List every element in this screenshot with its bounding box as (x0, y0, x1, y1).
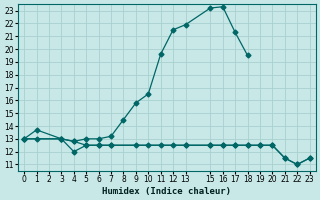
X-axis label: Humidex (Indice chaleur): Humidex (Indice chaleur) (102, 187, 231, 196)
